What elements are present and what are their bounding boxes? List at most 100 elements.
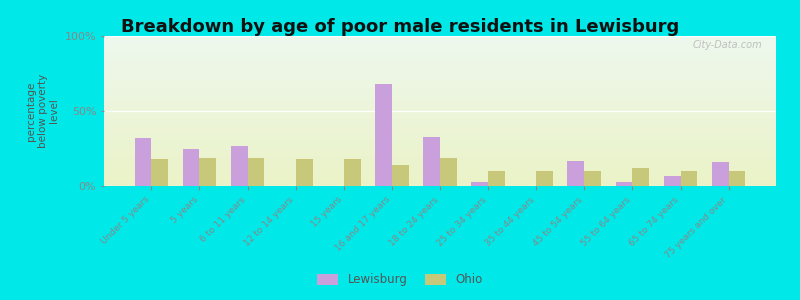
Bar	[104, 103, 776, 105]
Bar	[104, 46, 776, 48]
Bar	[104, 167, 776, 168]
Bar	[104, 154, 776, 156]
Bar	[104, 94, 776, 96]
Bar	[104, 150, 776, 152]
Bar	[104, 88, 776, 90]
Bar	[104, 57, 776, 58]
Bar	[104, 172, 776, 174]
Bar	[134, 138, 151, 186]
Bar	[104, 39, 776, 40]
Bar	[104, 110, 776, 111]
Bar	[104, 171, 776, 172]
Legend: Lewisburg, Ohio: Lewisburg, Ohio	[312, 269, 488, 291]
Bar	[104, 98, 776, 99]
Bar	[104, 165, 776, 166]
Bar	[104, 64, 776, 66]
Bar	[104, 126, 776, 128]
Bar	[104, 87, 776, 88]
Bar	[104, 50, 776, 51]
Bar	[104, 81, 776, 82]
Bar	[664, 176, 681, 186]
Bar	[392, 165, 409, 186]
Bar	[104, 135, 776, 136]
Bar	[104, 136, 776, 138]
Bar	[104, 178, 776, 180]
Bar	[104, 36, 776, 38]
Bar	[104, 78, 776, 80]
Bar	[104, 138, 776, 140]
Bar	[104, 177, 776, 178]
Bar	[104, 105, 776, 106]
Bar	[104, 176, 776, 177]
Bar	[104, 100, 776, 102]
Bar	[104, 102, 776, 104]
Bar	[104, 112, 776, 114]
Bar	[104, 51, 776, 52]
Text: Breakdown by age of poor male residents in Lewisburg: Breakdown by age of poor male residents …	[121, 18, 679, 36]
Bar	[344, 159, 361, 186]
Bar	[471, 182, 488, 186]
Bar	[182, 148, 199, 186]
Bar	[104, 142, 776, 144]
Bar	[104, 90, 776, 92]
Bar	[104, 116, 776, 117]
Bar	[104, 174, 776, 176]
Bar	[104, 114, 776, 116]
Bar	[104, 164, 776, 165]
Bar	[104, 68, 776, 69]
Bar	[104, 85, 776, 87]
Bar	[296, 159, 313, 186]
Bar	[104, 140, 776, 141]
Bar	[104, 160, 776, 162]
Bar	[104, 56, 776, 57]
Bar	[104, 92, 776, 93]
Bar	[536, 171, 553, 186]
Bar	[104, 180, 776, 182]
Bar	[712, 162, 729, 186]
Bar	[104, 122, 776, 123]
Bar	[230, 146, 247, 186]
Bar	[104, 52, 776, 54]
Bar	[488, 171, 505, 186]
Bar	[104, 162, 776, 164]
Bar	[104, 183, 776, 184]
Bar	[104, 58, 776, 60]
Bar	[104, 60, 776, 61]
Bar	[567, 160, 584, 186]
Bar	[104, 120, 776, 122]
Y-axis label: percentage
below poverty
level: percentage below poverty level	[26, 74, 59, 148]
Bar	[104, 70, 776, 72]
Bar	[633, 168, 650, 186]
Bar	[104, 99, 776, 100]
Bar	[104, 123, 776, 124]
Bar	[104, 148, 776, 150]
Bar	[104, 42, 776, 44]
Bar	[104, 74, 776, 75]
Bar	[104, 93, 776, 94]
Bar	[199, 158, 216, 186]
Bar	[375, 84, 392, 186]
Bar	[104, 72, 776, 74]
Bar	[104, 159, 776, 160]
Bar	[104, 141, 776, 142]
Bar	[104, 54, 776, 56]
Bar	[104, 124, 776, 126]
Bar	[104, 48, 776, 50]
Bar	[104, 146, 776, 147]
Bar	[104, 69, 776, 70]
Bar	[104, 132, 776, 134]
Bar	[104, 63, 776, 64]
Bar	[681, 171, 698, 186]
Bar	[104, 128, 776, 129]
Bar	[104, 184, 776, 186]
Bar	[104, 66, 776, 68]
Bar	[104, 134, 776, 135]
Bar	[104, 168, 776, 170]
Bar	[104, 147, 776, 148]
Bar	[104, 38, 776, 39]
Bar	[104, 158, 776, 159]
Bar	[104, 153, 776, 154]
Bar	[104, 106, 776, 108]
Bar	[584, 171, 601, 186]
Bar	[104, 111, 776, 112]
